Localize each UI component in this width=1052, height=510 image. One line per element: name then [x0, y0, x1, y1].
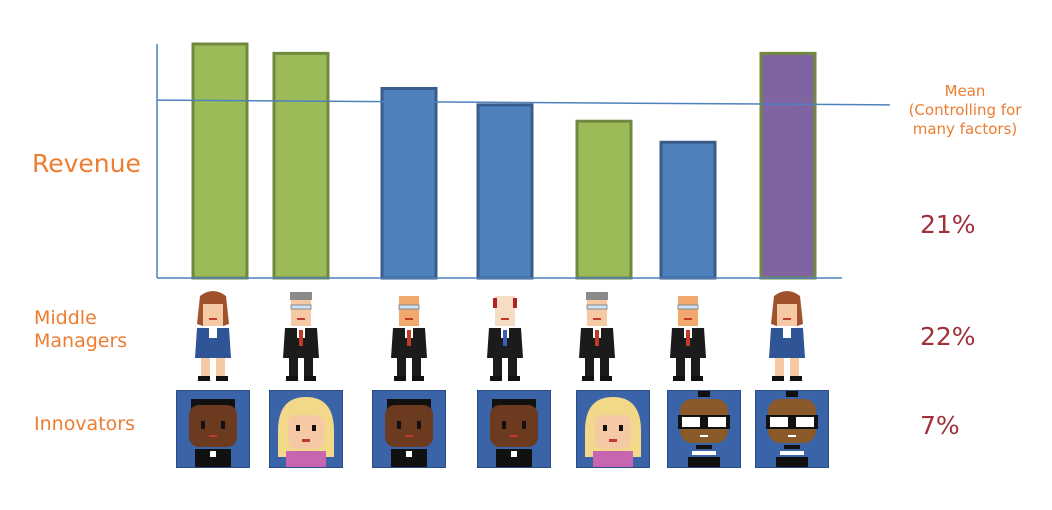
bald-male-manager-icon [658, 288, 718, 384]
middle-managers-label: Middle Managers [34, 307, 154, 353]
bald-male-manager-icon [379, 288, 439, 384]
goggles-innovator-icon [667, 390, 741, 468]
innovators-percentage: 7% [920, 411, 960, 440]
middle-managers-percentage: 22% [920, 322, 976, 351]
goggles-innovator-icon [755, 390, 829, 468]
dark-skin-innovator-icon-svg [490, 399, 538, 467]
revenue-bar-4 [476, 103, 534, 280]
mean-line [156, 99, 891, 106]
older-male-manager-icon-svg [283, 292, 319, 381]
goggles-innovator-icon-svg [766, 391, 818, 467]
female-manager-icon-svg [769, 291, 805, 381]
bald-male-manager-icon-svg [391, 296, 427, 381]
female-manager-icon [757, 288, 817, 384]
red-hair-male-manager-icon-svg [487, 296, 523, 381]
mean-label-line2: (Controlling for [908, 101, 1022, 120]
mean-label-line3: many factors) [912, 120, 1018, 139]
mean-label-line1: Mean [944, 82, 986, 100]
female-manager-icon [183, 288, 243, 384]
bald-male-manager-icon-svg [670, 296, 706, 381]
dark-skin-innovator-icon [372, 390, 446, 468]
dark-skin-innovator-icon [477, 390, 551, 468]
mean-line-label: Mean (Controlling for many factors) [895, 82, 1035, 140]
revenue-percentage: 21% [920, 210, 976, 239]
goggles-innovator-icon-svg [678, 391, 730, 467]
revenue-label: Revenue [32, 149, 141, 178]
blonde-innovator-icon-svg [585, 397, 641, 467]
red-hair-male-manager-icon [475, 288, 535, 384]
revenue-bar-7 [759, 51, 817, 280]
dark-skin-innovator-icon [176, 390, 250, 468]
blonde-innovator-icon-svg [278, 397, 334, 467]
revenue-bar-2 [272, 51, 330, 280]
older-male-manager-icon [567, 288, 627, 384]
female-manager-icon-svg [195, 291, 231, 381]
older-male-manager-icon [271, 288, 331, 384]
revenue-bar-3 [380, 86, 438, 280]
middle-managers-label-line1: Middle [34, 307, 97, 329]
older-male-manager-icon-svg [579, 292, 615, 381]
blonde-innovator-icon [576, 390, 650, 468]
revenue-bar-6 [659, 140, 717, 280]
revenue-bar-1 [191, 42, 249, 280]
blonde-innovator-icon [269, 390, 343, 468]
revenue-bar-5 [575, 119, 633, 280]
innovators-label: Innovators [34, 413, 135, 435]
dark-skin-innovator-icon-svg [385, 399, 433, 467]
dark-skin-innovator-icon-svg [189, 399, 237, 467]
bar-group [191, 42, 817, 280]
middle-managers-label-line2: Managers [34, 329, 128, 352]
